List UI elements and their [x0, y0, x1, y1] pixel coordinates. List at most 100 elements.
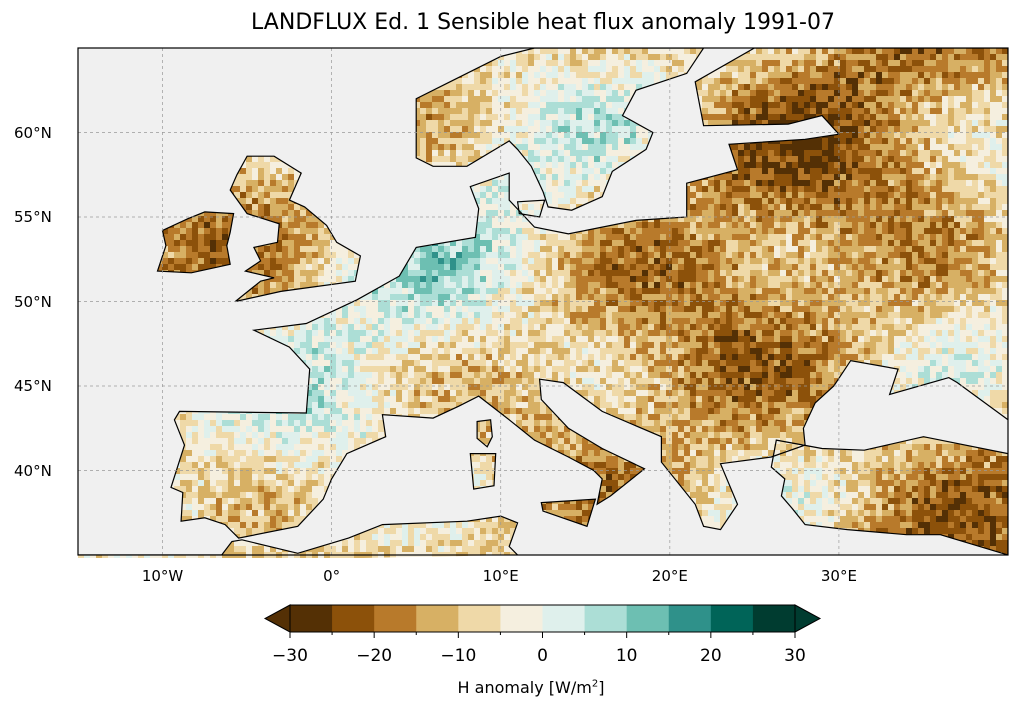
flux-cell [870, 132, 876, 138]
flux-cell [846, 198, 852, 204]
flux-cell [900, 144, 906, 150]
flux-cell [168, 228, 174, 234]
flux-cell [810, 108, 816, 114]
flux-cell [816, 78, 822, 84]
flux-cell [894, 126, 900, 132]
flux-cell [834, 150, 840, 156]
flux-cell [828, 174, 834, 180]
flux-cell [792, 228, 798, 234]
flux-cell [552, 120, 558, 126]
flux-cell [870, 222, 876, 228]
flux-cell [924, 66, 930, 72]
flux-cell [456, 162, 462, 168]
flux-cell [516, 222, 522, 228]
flux-cell [882, 108, 888, 114]
flux-cell [414, 126, 420, 132]
flux-cell [750, 54, 756, 60]
flux-cell [852, 60, 858, 66]
flux-cell [672, 228, 678, 234]
flux-cell [990, 192, 996, 198]
flux-cell [570, 168, 576, 174]
flux-cell [960, 84, 966, 90]
flux-cell [576, 84, 582, 90]
flux-cell [174, 234, 180, 240]
flux-cell [912, 102, 918, 108]
flux-cell [936, 96, 942, 102]
flux-cell [762, 216, 768, 222]
flux-cell [612, 156, 618, 162]
flux-cell [480, 78, 486, 84]
flux-cell [612, 126, 618, 132]
flux-cell [840, 120, 846, 126]
flux-cell [528, 120, 534, 126]
flux-cell [444, 120, 450, 126]
flux-cell [270, 156, 276, 162]
flux-cell [774, 216, 780, 222]
flux-cell [930, 90, 936, 96]
flux-cell [444, 102, 450, 108]
flux-cell [924, 228, 930, 234]
flux-cell [744, 66, 750, 72]
flux-cell [570, 234, 576, 240]
flux-cell [546, 144, 552, 150]
flux-cell [894, 60, 900, 66]
flux-cell [888, 216, 894, 222]
flux-cell [948, 192, 954, 198]
flux-cell [534, 150, 540, 156]
flux-cell [540, 234, 546, 240]
flux-cell [492, 132, 498, 138]
flux-cell [798, 66, 804, 72]
flux-cell [978, 156, 984, 162]
flux-cell [744, 90, 750, 96]
flux-cell [264, 162, 270, 168]
flux-cell [582, 180, 588, 186]
flux-cell [192, 216, 198, 222]
flux-cell [936, 66, 942, 72]
flux-cell [468, 90, 474, 96]
flux-cell [600, 90, 606, 96]
flux-cell [654, 48, 660, 54]
flux-cell [936, 162, 942, 168]
flux-cell [888, 120, 894, 126]
flux-cell [546, 126, 552, 132]
flux-cell [792, 78, 798, 84]
flux-cell [240, 168, 246, 174]
flux-cell [714, 228, 720, 234]
flux-cell [270, 174, 276, 180]
flux-cell [570, 144, 576, 150]
flux-cell [456, 84, 462, 90]
flux-cell [768, 90, 774, 96]
flux-cell [900, 228, 906, 234]
flux-cell [738, 84, 744, 90]
flux-cell [798, 144, 804, 150]
flux-cell [582, 84, 588, 90]
flux-cell [750, 90, 756, 96]
flux-cell [978, 174, 984, 180]
flux-cell [876, 168, 882, 174]
flux-cell [816, 84, 822, 90]
flux-cell [810, 174, 816, 180]
flux-cell [528, 54, 534, 60]
flux-cell [954, 48, 960, 54]
flux-cell [852, 204, 858, 210]
flux-cell [534, 132, 540, 138]
flux-cell [534, 90, 540, 96]
flux-cell [762, 54, 768, 60]
flux-cell [774, 54, 780, 60]
flux-cell [822, 78, 828, 84]
flux-cell [960, 132, 966, 138]
flux-cell [582, 168, 588, 174]
flux-cell [624, 48, 630, 54]
flux-cell [822, 186, 828, 192]
flux-cell [810, 222, 816, 228]
flux-cell [576, 54, 582, 60]
flux-cell [468, 120, 474, 126]
flux-cell [816, 234, 822, 240]
flux-cell [480, 72, 486, 78]
flux-cell [474, 132, 480, 138]
flux-cell [612, 78, 618, 84]
flux-cell [870, 138, 876, 144]
flux-cell [282, 204, 288, 210]
flux-cell [516, 216, 522, 222]
flux-cell [942, 216, 948, 222]
